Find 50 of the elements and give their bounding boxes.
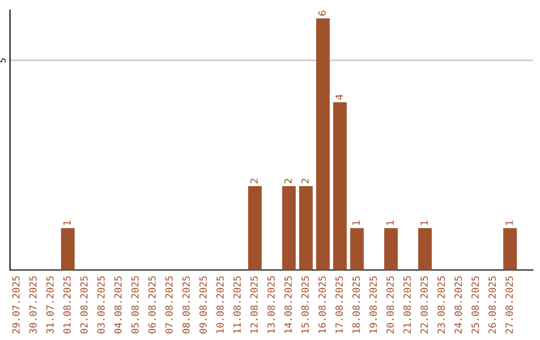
data-label: 1: [386, 220, 394, 225]
data-label: 4: [336, 94, 343, 100]
x-tick-label: 24.08.2025: [454, 276, 462, 334]
bar: [350, 228, 364, 270]
bar: [299, 186, 313, 270]
x-tick-label: 06.08.2025: [148, 276, 156, 334]
x-tick-label: 17.08.2025: [335, 276, 343, 333]
bar: [418, 228, 432, 270]
x-tick-label: 30.07.2025: [29, 276, 37, 334]
x-tick-label: 04.08.2025: [114, 276, 122, 334]
bar: [316, 18, 330, 270]
x-tick-label: 10.08.2025: [216, 276, 224, 333]
x-tick-label: 27.08.2025: [506, 276, 513, 334]
x-tick-label: 15.08.2025: [301, 276, 309, 333]
x-tick-label: 16.08.2025: [318, 276, 326, 333]
x-tick-label: 29.07.2025: [12, 276, 20, 334]
x-tick-label: 23.08.2025: [438, 276, 445, 334]
x-tick-label: 05.08.2025: [131, 276, 139, 334]
bar: [61, 228, 75, 270]
data-label: 2: [250, 178, 258, 184]
x-tick-label: 13.08.2025: [267, 276, 275, 333]
data-label: 1: [352, 220, 360, 225]
x-tick-label: 07.08.2025: [165, 276, 173, 334]
x-tick-label: 31.07.2025: [46, 276, 54, 334]
x-tick-label: 25.08.2025: [472, 276, 479, 334]
x-tick-label: 03.08.2025: [97, 276, 105, 334]
x-tick-label: 21.08.2025: [403, 276, 411, 334]
x-tick-label: 11.08.2025: [233, 276, 241, 333]
x-tick-label: 22.08.2025: [420, 276, 428, 334]
x-tick-label: 18.08.2025: [352, 276, 360, 333]
bar: [248, 186, 262, 270]
data-label: 6: [318, 10, 326, 16]
data-label: 2: [301, 178, 309, 184]
bar: [333, 102, 347, 270]
data-label: 2: [284, 178, 292, 184]
x-tick-label: 08.08.2025: [182, 276, 190, 334]
bar: [282, 186, 296, 270]
x-tick-label: 20.08.2025: [386, 276, 394, 334]
bar: [384, 228, 398, 270]
x-tick-label: 12.08.2025: [250, 276, 258, 333]
data-label: 1: [420, 220, 428, 225]
data-label: 1: [506, 220, 513, 225]
data-label: 1: [63, 220, 71, 225]
x-tick-label: 01.08.2025: [63, 276, 71, 334]
x-tick-label: 02.08.2025: [80, 276, 88, 334]
bar: [503, 228, 517, 270]
x-tick-label: 19.08.2025: [369, 276, 377, 333]
x-tick-label: 14.08.2025: [284, 276, 292, 333]
x-tick-label: 26.08.2025: [488, 276, 496, 334]
x-tick-label: 09.08.2025: [199, 276, 207, 334]
